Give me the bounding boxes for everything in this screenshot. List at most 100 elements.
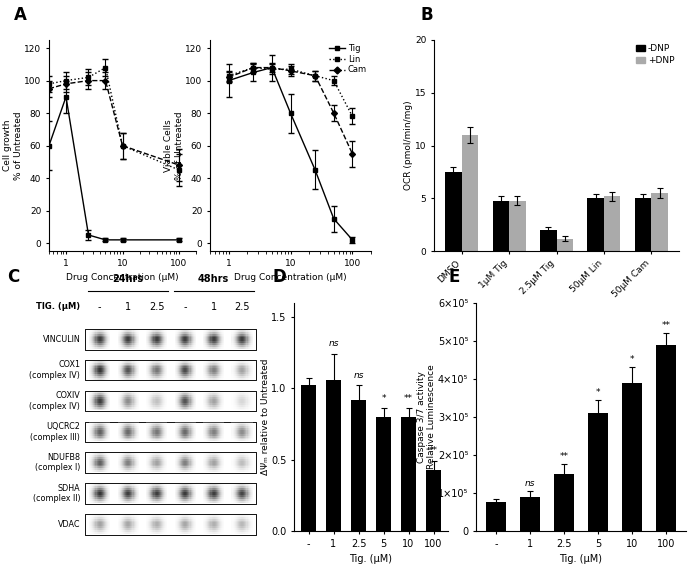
Y-axis label: Cell growth
% of Untreated: Cell growth % of Untreated bbox=[4, 111, 22, 180]
Bar bbox=[99, 499, 101, 501]
Bar bbox=[244, 488, 246, 490]
Bar bbox=[123, 530, 124, 532]
Bar bbox=[220, 524, 221, 526]
Bar bbox=[99, 407, 101, 409]
Bar bbox=[122, 459, 123, 461]
Bar bbox=[195, 521, 196, 522]
Bar bbox=[184, 524, 186, 526]
Bar bbox=[153, 486, 155, 488]
Bar bbox=[183, 471, 184, 472]
Bar bbox=[211, 521, 213, 522]
Bar bbox=[94, 517, 95, 518]
Bar bbox=[237, 423, 238, 424]
Bar bbox=[102, 493, 103, 496]
Bar bbox=[108, 343, 109, 345]
Bar bbox=[222, 378, 223, 380]
Bar bbox=[101, 486, 102, 488]
Bar bbox=[122, 370, 123, 372]
Bar bbox=[182, 339, 183, 341]
Bar bbox=[102, 492, 103, 493]
Bar bbox=[125, 401, 126, 403]
Bar bbox=[186, 364, 188, 367]
Bar bbox=[209, 370, 211, 372]
Bar bbox=[99, 488, 101, 490]
Bar bbox=[178, 330, 180, 332]
Bar bbox=[223, 343, 225, 345]
Bar bbox=[147, 493, 148, 496]
Bar bbox=[146, 437, 147, 440]
Bar bbox=[134, 436, 136, 437]
Bar bbox=[122, 488, 123, 490]
Bar bbox=[236, 399, 237, 401]
Bar bbox=[188, 463, 190, 465]
Bar bbox=[218, 333, 219, 336]
Bar bbox=[248, 499, 250, 501]
Bar bbox=[190, 486, 192, 488]
Bar bbox=[232, 363, 234, 364]
Bar bbox=[250, 368, 251, 370]
Bar bbox=[178, 367, 180, 368]
Bar bbox=[97, 405, 99, 407]
Bar bbox=[163, 467, 164, 468]
Bar bbox=[99, 463, 101, 465]
Bar bbox=[106, 330, 107, 332]
Bar bbox=[203, 488, 204, 490]
Bar bbox=[124, 528, 125, 530]
Bar bbox=[251, 401, 252, 403]
Bar bbox=[217, 397, 218, 399]
Bar bbox=[160, 343, 161, 345]
Bar bbox=[89, 370, 90, 372]
Bar bbox=[132, 432, 134, 434]
Bar bbox=[238, 363, 239, 364]
Bar bbox=[120, 463, 122, 465]
Bar bbox=[126, 405, 127, 407]
Bar bbox=[242, 393, 243, 395]
Bar bbox=[216, 370, 217, 372]
Bar bbox=[194, 370, 195, 372]
Bar bbox=[93, 370, 95, 372]
Bar bbox=[89, 423, 90, 424]
Bar bbox=[239, 484, 240, 486]
Bar bbox=[203, 532, 204, 534]
Bar bbox=[160, 345, 161, 347]
Bar bbox=[150, 484, 151, 486]
Bar bbox=[207, 468, 209, 471]
Bar bbox=[251, 484, 252, 486]
Bar bbox=[174, 484, 176, 486]
Bar bbox=[159, 490, 160, 492]
Bar bbox=[157, 515, 158, 517]
Bar bbox=[164, 522, 165, 524]
Bar bbox=[151, 497, 153, 499]
Bar bbox=[125, 403, 126, 405]
Bar bbox=[158, 393, 159, 395]
Bar bbox=[94, 515, 95, 517]
Bar bbox=[97, 528, 99, 530]
Bar bbox=[97, 423, 99, 424]
Bar bbox=[193, 484, 194, 486]
Bar bbox=[244, 490, 246, 492]
Bar bbox=[124, 453, 125, 455]
Bar bbox=[250, 490, 251, 492]
Bar bbox=[132, 490, 134, 492]
Bar bbox=[159, 372, 160, 374]
Bar bbox=[184, 368, 186, 370]
Bar bbox=[125, 457, 126, 459]
Bar bbox=[161, 455, 162, 457]
Bar bbox=[155, 436, 157, 437]
Bar bbox=[159, 405, 160, 407]
Bar bbox=[127, 341, 128, 343]
Bar bbox=[215, 468, 216, 471]
Bar bbox=[183, 493, 184, 496]
Bar bbox=[102, 405, 103, 407]
Bar bbox=[90, 471, 91, 472]
Bar bbox=[97, 364, 99, 367]
Bar bbox=[160, 401, 161, 403]
Bar bbox=[188, 499, 190, 501]
Bar bbox=[214, 437, 215, 440]
Bar bbox=[148, 465, 149, 467]
Bar bbox=[221, 440, 222, 441]
Bar bbox=[107, 468, 108, 471]
Bar bbox=[232, 426, 234, 428]
Bar bbox=[159, 524, 160, 526]
Bar bbox=[125, 332, 126, 333]
